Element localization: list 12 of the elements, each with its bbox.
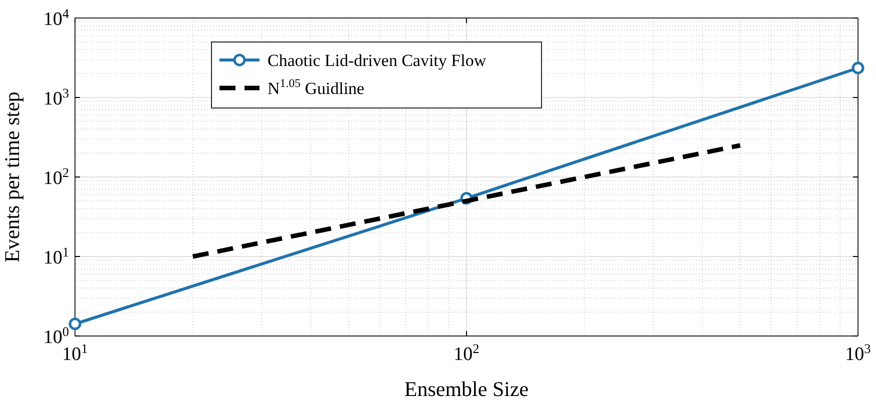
x-axis-title: Ensemble Size — [404, 377, 529, 401]
x-tick-label: 10$^{3}$ — [845, 340, 872, 365]
point — [68, 318, 82, 330]
legend-label: Chaotic Lid-driven Cavity Flow — [268, 51, 487, 70]
y-tick-label: 10$^{2}$ — [43, 164, 69, 189]
point — [852, 62, 864, 74]
legend-label: N$^{1.05}$ Guidline — [268, 76, 364, 98]
y-tick-label: 10$^{3}$ — [43, 85, 70, 110]
y-tick-label: 10$^{4}$ — [43, 6, 70, 30]
x-tick-label: 10$^{2}$ — [454, 340, 480, 365]
y-tick-label: 10$^{1}$ — [43, 244, 69, 268]
y-axis-title: Events per time step — [0, 92, 24, 262]
